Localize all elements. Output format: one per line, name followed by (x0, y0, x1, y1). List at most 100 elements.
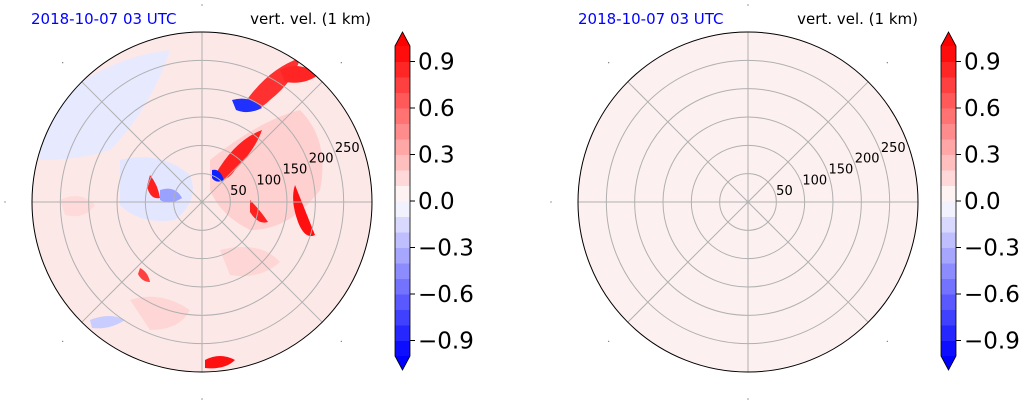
polar-outline-left (31, 31, 373, 373)
radial-tick-label: 200 (309, 152, 334, 167)
colorbar-level-block (941, 278, 956, 295)
colorbar-level-block (941, 216, 956, 233)
panel-right: 2018-10-07 03 UTC vert. vel. (1 km) 50 10… (550, 4, 1020, 400)
radial-tick-label: 150 (829, 162, 854, 177)
angular-grid-spoke (81, 201, 203, 323)
colorbar-left: 0.9 0.6 0.3 0.0 −0.3 −0.6 −0.9 (394, 31, 474, 371)
colorbar-level-block (941, 46, 956, 62)
colorbar-level-block (941, 123, 956, 140)
colorbar-extend-min (395, 356, 410, 370)
colorbar-level-block (395, 247, 410, 264)
colorbar-level-block (395, 46, 410, 62)
outer-tick-dot (747, 398, 749, 400)
radial-tick-label: 250 (335, 141, 360, 156)
colorbar-level-block (941, 247, 956, 264)
field-band-positive-strong (293, 185, 315, 237)
colorbar-level-block (941, 139, 956, 155)
outer-tick-dot (62, 340, 64, 342)
angular-grid-spoke (747, 201, 869, 323)
outer-tick-dot (201, 4, 203, 6)
angular-grid-spoke (81, 81, 203, 203)
radial-tick-label: 50 (230, 184, 247, 199)
outer-tick-dot (4, 201, 6, 203)
panel-left: 2018-10-07 03 UTC vert. vel. (1 km) (4, 4, 474, 400)
colorbar-outline (940, 31, 957, 371)
outer-tick-dot (886, 340, 888, 342)
radial-tick-label: 100 (802, 173, 827, 188)
colorbar-extend-max (941, 32, 956, 46)
colorbar-level-block (941, 108, 956, 124)
outer-tick-dot (340, 340, 342, 342)
colorbar-level-block (395, 170, 410, 186)
colorbar-level-block (395, 154, 410, 171)
colorbar-outline (394, 31, 411, 371)
colorbar-level-block (395, 123, 410, 140)
colorbar-extend-max (395, 32, 410, 46)
field-region-positive-weak (130, 296, 190, 330)
polar-grid-left (32, 32, 372, 372)
colorbar-level-block (395, 325, 410, 341)
colorbar-tick-label: 0.9 (964, 50, 1001, 76)
colorbar-tick-label: 0.3 (418, 143, 455, 169)
colorbar-level-block (941, 309, 956, 326)
angular-grid-spoke (201, 81, 323, 203)
colorbar-level-block (941, 154, 956, 171)
field-band-positive-strong (215, 130, 262, 179)
colorbar-tick-label: 0.6 (418, 96, 455, 122)
colorbar-level-block (941, 185, 956, 202)
colorbar-tick-label: −0.3 (964, 236, 1020, 262)
polar-outline-right (577, 31, 919, 373)
colorbar-level-block (941, 263, 956, 279)
field-band-positive-strong (205, 356, 235, 369)
angular-grid-spoke (627, 201, 749, 323)
field-band-positive-strong (147, 175, 160, 199)
colorbar-tick-label: 0.6 (964, 96, 1001, 122)
field-band-negative-strong (160, 188, 182, 203)
radial-tick-label: 100 (256, 173, 281, 188)
outer-tick-dot (201, 398, 203, 400)
colorbar-extend-min (941, 356, 956, 370)
field-band-positive-strong (138, 268, 150, 282)
colorbar-level-block (395, 77, 410, 93)
panel-right-time-label: 2018-10-07 03 UTC (578, 10, 724, 28)
colorbar-level-block (395, 278, 410, 295)
colorbar-level-block (395, 185, 410, 202)
radial-tick-label: 50 (776, 184, 793, 199)
field-region-positive-weak (60, 196, 95, 217)
colorbar-level-block (941, 325, 956, 341)
colorbar-tick-label: −0.9 (418, 329, 474, 355)
colorbar-level-block (941, 170, 956, 186)
colorbar-level-block (395, 108, 410, 124)
outer-tick-dot (608, 340, 610, 342)
colorbar-tick-label: 0.0 (418, 189, 455, 215)
colorbar-tick-label: 0.3 (964, 143, 1001, 169)
colorbar-level-block (395, 216, 410, 233)
outer-tick-dot (550, 201, 552, 203)
colorbar-level-block (941, 232, 956, 248)
colorbar-level-block (941, 340, 956, 357)
colorbar-level-block (395, 263, 410, 279)
colorbar-level-block (395, 92, 410, 109)
colorbar-level-block (941, 77, 956, 93)
colorbar-tick-label: −0.6 (418, 282, 474, 308)
outer-tick-dot (62, 62, 64, 64)
velocity-field-left (40, 50, 323, 369)
colorbar-right: 0.9 0.6 0.3 0.0 −0.3 −0.6 −0.9 (940, 31, 1020, 371)
field-band-negative-strong (212, 169, 224, 182)
colorbar-level-block (395, 61, 410, 78)
colorbar-tick-label: −0.6 (964, 282, 1020, 308)
radial-tick-label: 200 (855, 152, 880, 167)
colorbar-level-block (395, 201, 410, 217)
colorbar-level-block (941, 92, 956, 109)
colorbar-level-block (395, 340, 410, 357)
outer-tick-dot (340, 62, 342, 64)
colorbar-level-block (941, 201, 956, 217)
field-region-positive-weak (220, 246, 280, 277)
outer-tick-dot (747, 4, 749, 6)
panel-right-variable-label: vert. vel. (1 km) (797, 10, 918, 28)
field-band-negative-strong (90, 316, 125, 329)
